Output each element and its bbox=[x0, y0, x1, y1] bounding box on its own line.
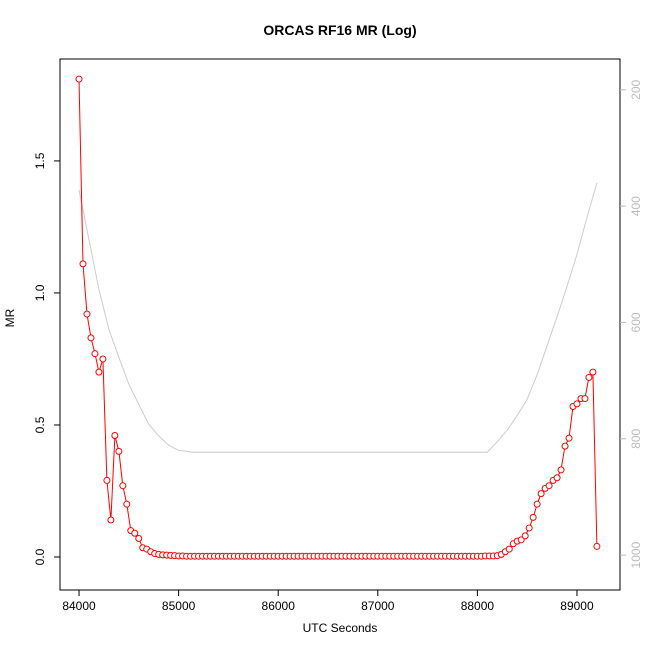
point bbox=[561, 442, 569, 450]
y-axis-title: MR bbox=[3, 308, 17, 327]
x-tick-label: 88000 bbox=[461, 599, 495, 613]
series-line bbox=[78, 182, 598, 453]
point bbox=[75, 75, 83, 83]
point bbox=[91, 350, 99, 358]
point bbox=[533, 500, 541, 508]
y2-tick-label: 800 bbox=[629, 428, 643, 448]
plot-frame bbox=[59, 58, 621, 591]
point bbox=[529, 513, 537, 521]
x-tick-label: 89000 bbox=[560, 599, 594, 613]
point bbox=[573, 400, 581, 408]
point bbox=[537, 490, 545, 498]
point bbox=[525, 524, 533, 532]
point bbox=[135, 535, 143, 543]
y-tick-label: 0.0 bbox=[33, 548, 47, 565]
point bbox=[123, 500, 131, 508]
y2-tick-label: 400 bbox=[629, 196, 643, 216]
point bbox=[87, 334, 95, 342]
y-tick-label: 1.5 bbox=[33, 152, 47, 169]
point bbox=[99, 355, 107, 363]
point bbox=[103, 476, 111, 484]
y2-tick-label: 1000 bbox=[629, 541, 643, 568]
point bbox=[593, 542, 601, 550]
x-tick-label: 85000 bbox=[162, 599, 196, 613]
chart-title: ORCAS RF16 MR (Log) bbox=[263, 22, 416, 38]
point bbox=[83, 310, 91, 318]
point bbox=[521, 532, 529, 540]
x-tick-label: 87000 bbox=[361, 599, 395, 613]
point bbox=[581, 395, 589, 403]
y2-tick-label: 200 bbox=[629, 79, 643, 99]
point bbox=[557, 466, 565, 474]
y-tick-label: 0.5 bbox=[33, 416, 47, 433]
point bbox=[565, 434, 573, 442]
point bbox=[95, 368, 103, 376]
point bbox=[131, 529, 139, 537]
point bbox=[505, 545, 513, 553]
point bbox=[111, 432, 119, 440]
point bbox=[115, 447, 123, 455]
point bbox=[545, 482, 553, 490]
point bbox=[79, 260, 87, 268]
point bbox=[589, 368, 597, 376]
y2-tick-label: 600 bbox=[629, 312, 643, 332]
point bbox=[585, 373, 593, 381]
point bbox=[553, 474, 561, 482]
x-tick-label: 86000 bbox=[262, 599, 296, 613]
x-tick-label: 84000 bbox=[62, 599, 96, 613]
point bbox=[107, 516, 115, 524]
point bbox=[119, 482, 127, 490]
y-tick-label: 1.0 bbox=[33, 284, 47, 301]
x-axis-title: UTC Seconds bbox=[303, 621, 378, 635]
